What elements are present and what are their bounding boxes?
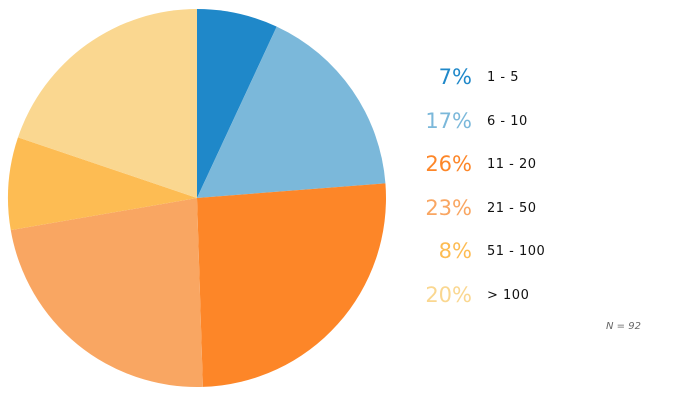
legend-item: 26% 11 - 20	[410, 143, 630, 187]
legend-item: 23% 21 - 50	[410, 187, 630, 231]
pie-slice-5	[8, 137, 198, 231]
legend-item: 7% 1 - 5	[410, 56, 630, 100]
legend-percent: 20%	[425, 282, 472, 307]
pie-chart	[8, 9, 387, 387]
legend-item: 20% > 100	[410, 274, 630, 318]
legend-percent: 8%	[438, 239, 472, 264]
legend-label: 6 - 10	[487, 113, 528, 129]
pie-slice-4	[10, 198, 203, 387]
legend-label: 51 - 100	[487, 244, 546, 260]
legend-percent: 7%	[438, 65, 472, 90]
legend-item: 17% 6 - 10	[410, 100, 630, 144]
legend-label: 21 - 50	[487, 200, 537, 216]
legend-item: 8% 51 - 100	[410, 230, 630, 274]
legend-percent: 17%	[425, 108, 472, 133]
pie-slice-2	[197, 26, 386, 198]
legend-percent: 23%	[425, 195, 472, 220]
sample-size-note: N = 92	[606, 321, 641, 332]
pie-slice-3	[197, 183, 387, 387]
legend: 7% 1 - 5 17% 6 - 10 26% 11 - 20 23% 21 - 50 8% 51…	[410, 56, 630, 317]
pie-slice-1	[197, 9, 277, 198]
legend-percent: 26%	[425, 152, 472, 177]
legend-label: 1 - 5	[487, 70, 519, 86]
legend-label: > 100	[487, 287, 530, 303]
legend-label: 11 - 20	[487, 157, 537, 173]
pie-slice-6	[17, 9, 197, 198]
